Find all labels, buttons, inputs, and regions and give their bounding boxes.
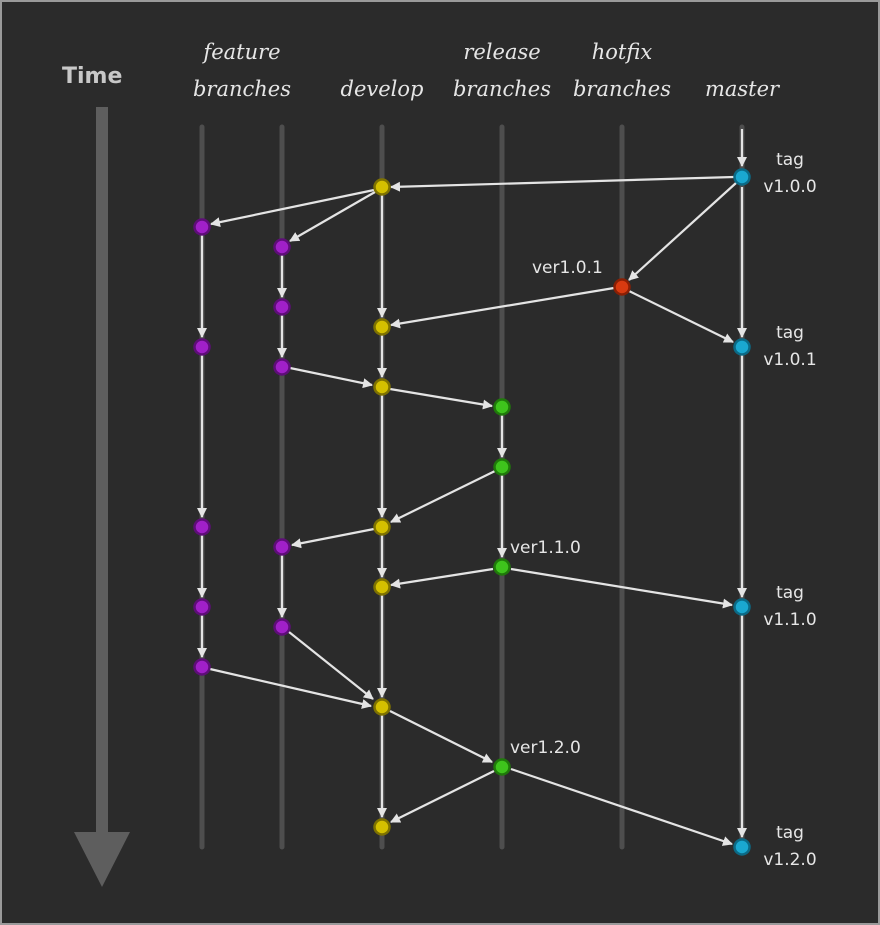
arrow-develop-to-feature1 <box>210 188 375 228</box>
commit-master <box>733 338 751 356</box>
commit-arrows <box>197 129 747 846</box>
arrow-release-to-develop-2 <box>390 567 494 589</box>
arrow-develop-to-release <box>389 387 493 410</box>
arrow-release-to-master-2 <box>510 767 733 846</box>
time-arrow <box>74 107 130 887</box>
lanes <box>199 124 745 850</box>
commit-release <box>493 558 511 576</box>
header-master: master <box>704 77 780 101</box>
header-release-branches: release branches <box>452 40 552 101</box>
arrow-feature1-to-develop <box>209 667 372 709</box>
version-label-1-0-1: ver1.0.1 <box>532 258 603 278</box>
commit-develop <box>373 318 391 336</box>
commit-develop <box>373 378 391 396</box>
commit-release <box>493 398 511 416</box>
commit-feature <box>273 238 291 256</box>
tag-label-v1-0-1: tag v1.0.1 <box>763 323 817 370</box>
header-hotfix-branches: hotfix branches <box>572 40 672 101</box>
header-feature-branches: feature branches <box>192 40 292 101</box>
commit-release <box>493 758 511 776</box>
arrow-develop-to-feature2 <box>289 191 376 242</box>
commit-feature <box>193 338 211 356</box>
commit-feature <box>273 358 291 376</box>
commit-nodes <box>193 168 751 856</box>
arrow-feature2-to-develop <box>289 366 373 389</box>
commit-feature <box>193 218 211 236</box>
commit-develop <box>373 178 391 196</box>
arrow-hotfix-to-master <box>628 290 734 343</box>
commit-master <box>733 598 751 616</box>
commit-feature <box>193 518 211 536</box>
arrow-hotfix-to-develop <box>390 286 615 329</box>
arrow-develop-to-release-2 <box>389 710 493 763</box>
commit-develop <box>373 818 391 836</box>
tag-label-v1-2-0: tag v1.2.0 <box>763 823 817 870</box>
commit-feature <box>273 298 291 316</box>
commit-master <box>733 168 751 186</box>
commit-feature <box>193 658 211 676</box>
arrow-release-to-develop <box>390 470 496 523</box>
commit-hotfix <box>613 278 631 296</box>
header-develop: develop <box>340 77 424 101</box>
arrow-master-to-develop <box>390 175 735 192</box>
arrow-feature2-to-develop-2 <box>288 631 374 700</box>
commit-feature <box>273 618 291 636</box>
commit-release <box>493 458 511 476</box>
commit-feature <box>193 598 211 616</box>
arrow-master-to-hotfix <box>628 182 737 281</box>
commit-develop <box>373 698 391 716</box>
tag-label-v1-0-0: tag v1.0.0 <box>763 150 817 197</box>
time-label: Time <box>62 64 123 89</box>
version-label-1-1-0: ver1.1.0 <box>510 538 581 558</box>
arrow-develop-to-feature2 <box>291 527 375 549</box>
commit-develop <box>373 518 391 536</box>
tag-label-v1-1-0: tag v1.1.0 <box>763 583 817 630</box>
version-label-1-2-0: ver1.2.0 <box>510 738 581 758</box>
commit-feature <box>273 538 291 556</box>
arrow-release-to-develop-3 <box>390 770 495 823</box>
commit-master <box>733 838 751 856</box>
arrow-release-to-master <box>510 567 733 609</box>
commit-develop <box>373 578 391 596</box>
